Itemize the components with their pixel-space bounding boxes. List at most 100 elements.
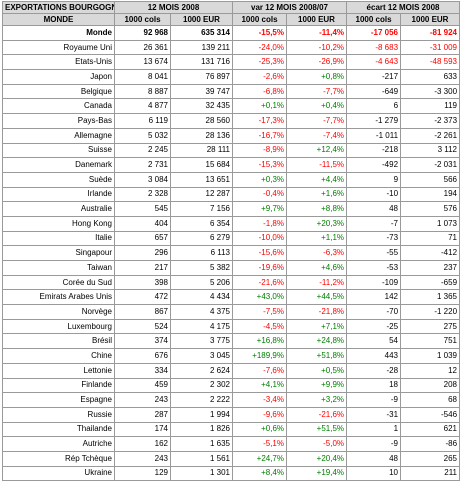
cols-value: 8 041 (114, 69, 171, 85)
table-row: Rép Tchèque 243 1 561 +24,7% +20,4% 48 265 (2, 450, 461, 467)
cols-value: 472 (114, 289, 171, 306)
ecart-eur-value: 576 (400, 201, 461, 217)
var-cols-value: -0,4% (232, 186, 287, 203)
var-cols-value: +8,4% (232, 465, 287, 482)
table-row: Canada 4 877 32 435 +0,1% +0,4% 6 119 (2, 98, 461, 115)
var-cols-value: -9,6% (232, 406, 287, 423)
cols-value: 867 (114, 304, 171, 320)
ecart-cols-value: 9 (346, 171, 402, 188)
var-cols-value: -15,6% (232, 245, 287, 261)
country-name: Taiwan (2, 260, 115, 276)
eur-value: 139 211 (170, 39, 233, 56)
table-row: Taiwan 217 5 382 -19,6% +4,6% -53 237 (2, 260, 461, 276)
country-name: Singapour (2, 245, 115, 261)
group-header-ecart: écart 12 MOIS 2008 (346, 1, 461, 14)
table-row: Russie 287 1 994 -9,6% -21,6% -31 -546 (2, 406, 461, 423)
var-eur-value: +0,5% (285, 362, 348, 379)
var-cols-value: +43,0% (232, 289, 287, 306)
ecart-cols-value: -4 643 (346, 54, 402, 71)
eur-value: 1 635 (170, 436, 233, 452)
country-name: Canada (2, 98, 115, 115)
ecart-cols-value: -55 (346, 245, 402, 261)
table-row: Irlande 2 328 12 287 -0,4% +1,6% -10 194 (2, 186, 461, 203)
var-eur-value: +44,5% (285, 289, 348, 306)
var-eur-value: +12,4% (285, 142, 348, 159)
eur-value: 4 375 (170, 304, 233, 320)
table-row: Royaume Uni 26 361 139 211 -24,0% -10,2% -8 6… (2, 39, 461, 56)
ecart-cols-value: -31 (346, 406, 402, 423)
var-eur-value: -21,8% (285, 304, 348, 320)
eur-value: 3 775 (170, 333, 233, 350)
ecart-eur-value: -546 (400, 406, 461, 423)
exports-table: EXPORTATIONS BOURGOGNE 12 MOIS 2008 var … (2, 1, 461, 482)
country-name: Norvège (2, 304, 115, 320)
ecart-cols-value: -8 683 (346, 39, 402, 56)
eur-value: 6 113 (170, 245, 233, 261)
table-row: Allemagne 5 032 28 136 -16,7% -7,4% -1 011 -2 … (2, 127, 461, 144)
cols-value: 129 (114, 465, 171, 482)
ecart-eur-value: 633 (400, 69, 461, 85)
var-cols-value: -15,5% (232, 25, 287, 41)
eur-value: 1 301 (170, 465, 233, 482)
var-eur-value: -7,7% (285, 113, 348, 129)
ecart-eur-value: 1 365 (400, 289, 461, 306)
var-cols-value: -24,0% (232, 39, 287, 56)
country-name: Luxembourg (2, 318, 115, 335)
cols-value: 5 032 (114, 127, 171, 144)
country-name: Finlande (2, 377, 115, 394)
table-row: Ukraine 129 1 301 +8,4% +19,4% 10 211 (2, 465, 461, 482)
country-name: Russie (2, 406, 115, 423)
table-row: Suède 3 084 13 651 +0,3% +4,4% 9 566 (2, 171, 461, 188)
ecart-cols-value: -109 (346, 274, 402, 291)
eur-value: 7 156 (170, 201, 233, 217)
cols-value: 2 731 (114, 157, 171, 173)
ecart-cols-value: 18 (346, 377, 402, 394)
ecart-eur-value: -3 300 (400, 83, 461, 100)
country-name: Hong Kong (2, 215, 115, 232)
eur-value: 4 175 (170, 318, 233, 335)
country-name: Japon (2, 69, 115, 85)
var-eur-value: +20,3% (285, 215, 348, 232)
cols-value: 92 968 (114, 25, 171, 41)
table-row: Italie 657 6 279 -10,0% +1,1% -73 71 (2, 230, 461, 247)
var-eur-value: -7,7% (285, 83, 348, 100)
ecart-eur-value: -31 009 (400, 39, 461, 56)
var-eur-value: +1,6% (285, 186, 348, 203)
eur-value: 1 826 (170, 421, 233, 438)
eur-value: 2 222 (170, 392, 233, 408)
var-cols-value: -7,6% (232, 362, 287, 379)
country-name: Allemagne (2, 127, 115, 144)
var-eur-value: +19,4% (285, 465, 348, 482)
eur-value: 6 279 (170, 230, 233, 247)
var-eur-value: +0,4% (285, 98, 348, 115)
ecart-eur-value: 12 (400, 362, 461, 379)
total-row: Monde 92 968 635 314 -15,5% -11,4% -17 056 -81… (2, 25, 461, 41)
country-name: Corée du Sud (2, 274, 115, 291)
var-eur-value: -11,4% (285, 25, 348, 41)
ecart-eur-value: -659 (400, 274, 461, 291)
table-row: Corée du Sud 398 5 206 -21,6% -11,2% -109 -659 (2, 274, 461, 291)
var-cols-value: -6,8% (232, 83, 287, 100)
subheader-ecart-eur: 1000 EUR (400, 13, 461, 26)
ecart-cols-value: -217 (346, 69, 402, 85)
var-cols-value: -25,3% (232, 54, 287, 71)
ecart-cols-value: -53 (346, 260, 402, 276)
cols-value: 459 (114, 377, 171, 394)
eur-value: 6 354 (170, 215, 233, 232)
cols-value: 2 245 (114, 142, 171, 159)
eur-value: 12 287 (170, 186, 233, 203)
ecart-cols-value: -9 (346, 392, 402, 408)
cols-value: 26 361 (114, 39, 171, 56)
var-eur-value: +51,5% (285, 421, 348, 438)
ecart-eur-value: -48 593 (400, 54, 461, 71)
ecart-eur-value: 751 (400, 333, 461, 350)
header-row-groups: EXPORTATIONS BOURGOGNE 12 MOIS 2008 var … (2, 1, 461, 14)
var-eur-value: +4,6% (285, 260, 348, 276)
table-row: Brésil 374 3 775 +16,8% +24,8% 54 751 (2, 333, 461, 350)
var-eur-value: +4,4% (285, 171, 348, 188)
eur-value: 28 136 (170, 127, 233, 144)
country-name: Lettonie (2, 362, 115, 379)
table-row: Suisse 2 245 28 111 -8,9% +12,4% -218 3 112 (2, 142, 461, 159)
var-cols-value: -4,5% (232, 318, 287, 335)
eur-value: 2 302 (170, 377, 233, 394)
